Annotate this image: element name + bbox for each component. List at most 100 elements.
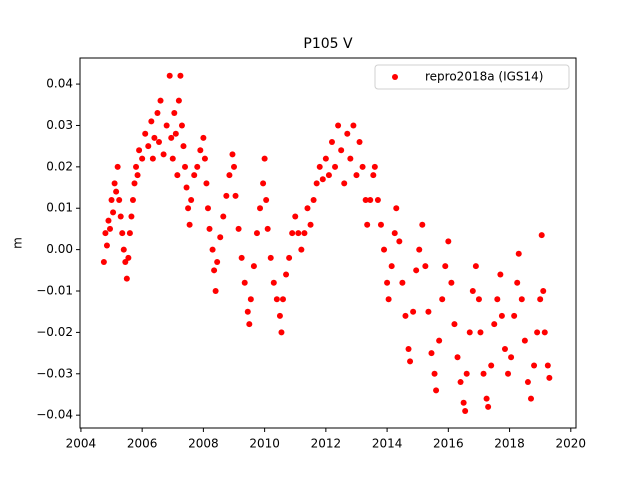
data-point <box>460 399 467 406</box>
data-point <box>410 308 417 315</box>
data-point <box>377 221 384 228</box>
data-point <box>191 172 198 179</box>
data-point <box>241 279 248 286</box>
data-point <box>483 395 490 402</box>
data-point <box>341 180 348 187</box>
data-point <box>273 296 280 303</box>
data-point <box>472 263 479 270</box>
data-point <box>102 230 109 237</box>
data-point <box>250 263 257 270</box>
data-point <box>405 345 412 352</box>
data-point <box>244 308 251 315</box>
data-point <box>388 263 395 270</box>
data-point <box>103 242 110 249</box>
data-point <box>310 196 317 203</box>
data-point <box>231 163 238 170</box>
data-point <box>338 147 345 154</box>
data-point <box>399 279 406 286</box>
data-point <box>129 196 136 203</box>
data-point <box>136 147 143 154</box>
data-point <box>497 271 504 278</box>
data-point <box>188 196 195 203</box>
data-point <box>119 230 126 237</box>
x-tick-label: 2012 <box>311 437 342 451</box>
data-point <box>276 312 283 319</box>
data-point <box>155 139 162 146</box>
data-point <box>541 329 548 336</box>
data-point <box>335 122 342 129</box>
data-point <box>322 155 329 162</box>
data-point <box>359 163 366 170</box>
data-point <box>107 225 114 232</box>
data-point <box>261 155 268 162</box>
data-point <box>267 254 274 261</box>
data-point <box>131 180 138 187</box>
legend-label: repro2018a (IGS14) <box>425 70 543 84</box>
data-point <box>488 362 495 369</box>
data-point <box>238 254 245 261</box>
data-point <box>217 234 224 241</box>
x-tick-label: 2014 <box>372 437 403 451</box>
data-point <box>442 263 449 270</box>
y-tick-label: −0.01 <box>36 284 73 298</box>
data-point <box>505 370 512 377</box>
data-point <box>328 139 335 146</box>
data-point <box>229 151 236 158</box>
data-point <box>485 403 492 410</box>
axes-frame <box>79 57 577 429</box>
data-point <box>469 288 476 295</box>
data-point <box>433 387 440 394</box>
data-point <box>385 296 392 303</box>
data-point <box>120 246 127 253</box>
data-point <box>527 395 534 402</box>
data-point <box>494 296 501 303</box>
data-point <box>445 238 452 245</box>
data-point <box>301 230 308 237</box>
data-point <box>148 118 155 125</box>
data-point <box>454 354 461 361</box>
data-point <box>110 209 117 216</box>
x-tick-label: 2004 <box>66 437 97 451</box>
data-point <box>163 122 170 129</box>
data-point <box>183 184 190 191</box>
data-point <box>177 72 184 79</box>
data-point <box>279 296 286 303</box>
x-tick-label: 2010 <box>249 437 280 451</box>
data-point <box>113 188 120 195</box>
data-point <box>353 172 360 179</box>
data-point <box>133 163 140 170</box>
data-point <box>374 196 381 203</box>
y-tick-label: 0.00 <box>46 242 73 256</box>
y-tick-label: −0.02 <box>36 325 73 339</box>
data-point <box>367 196 374 203</box>
data-point <box>538 232 545 239</box>
data-point <box>325 172 332 179</box>
data-point <box>278 329 285 336</box>
legend-box <box>374 64 570 90</box>
data-point <box>332 163 339 170</box>
data-point <box>480 370 487 377</box>
data-point <box>200 134 207 141</box>
data-point <box>344 130 351 137</box>
legend-marker <box>392 74 398 80</box>
data-point <box>498 312 505 319</box>
data-point <box>370 172 377 179</box>
data-point <box>126 230 133 237</box>
data-point <box>171 110 178 117</box>
data-point <box>307 221 314 228</box>
data-point <box>212 288 219 295</box>
data-point <box>201 155 208 162</box>
data-point <box>194 163 201 170</box>
data-point <box>151 134 158 141</box>
data-point <box>142 130 149 137</box>
data-point <box>402 312 409 319</box>
data-point <box>211 267 218 274</box>
data-point <box>356 139 363 146</box>
data-point <box>149 155 156 162</box>
data-point <box>419 221 426 228</box>
data-point <box>422 263 429 270</box>
data-point <box>232 192 239 199</box>
y-tick-label: −0.04 <box>36 408 73 422</box>
data-point <box>197 147 204 154</box>
data-point <box>431 370 438 377</box>
